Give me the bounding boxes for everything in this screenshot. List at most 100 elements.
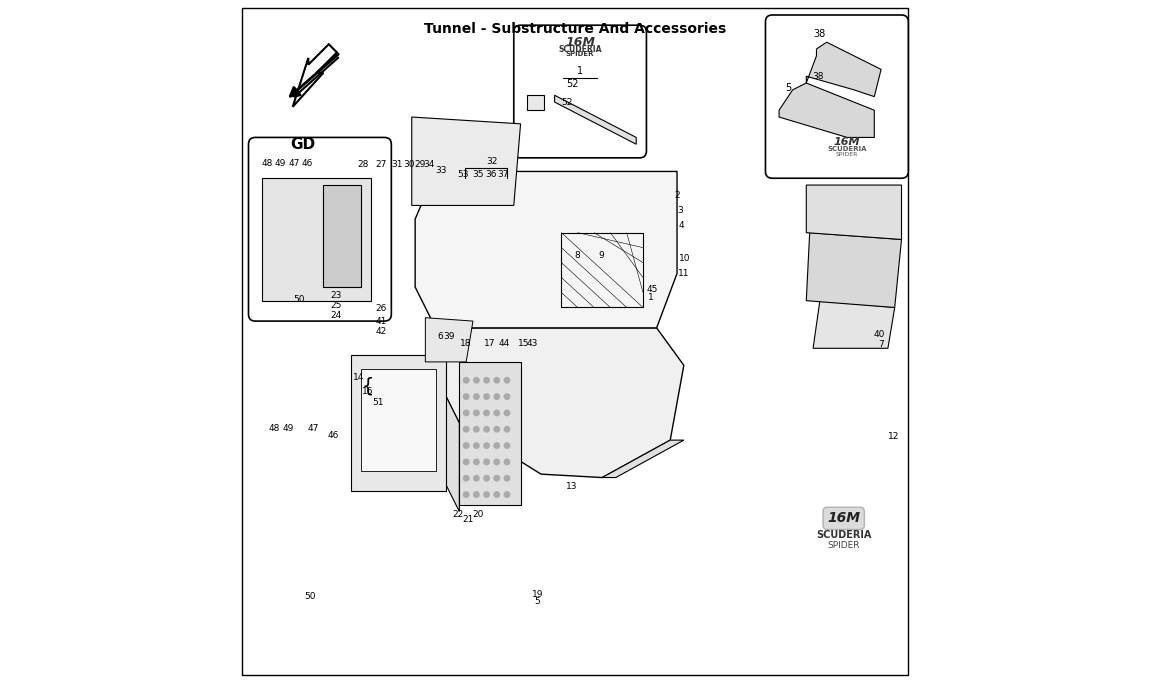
- Polygon shape: [323, 185, 361, 287]
- Text: 44: 44: [499, 339, 509, 348]
- Circle shape: [484, 492, 489, 497]
- Circle shape: [484, 475, 489, 481]
- Circle shape: [494, 492, 499, 497]
- Text: 43: 43: [527, 339, 538, 348]
- FancyBboxPatch shape: [248, 137, 391, 321]
- Circle shape: [474, 475, 480, 481]
- Text: 47: 47: [289, 159, 300, 168]
- Text: 25: 25: [330, 301, 342, 310]
- Text: 14: 14: [353, 373, 365, 382]
- Polygon shape: [813, 301, 895, 348]
- Text: 5: 5: [785, 83, 791, 94]
- Polygon shape: [528, 95, 544, 110]
- Text: GD: GD: [290, 137, 315, 152]
- Polygon shape: [361, 369, 436, 471]
- Text: 36: 36: [485, 170, 497, 180]
- Text: 8: 8: [574, 251, 580, 260]
- Circle shape: [463, 378, 469, 383]
- Text: 37: 37: [497, 170, 508, 180]
- Circle shape: [494, 475, 499, 481]
- Circle shape: [463, 475, 469, 481]
- Text: 38: 38: [813, 72, 825, 81]
- Polygon shape: [459, 362, 521, 505]
- Circle shape: [463, 492, 469, 497]
- Text: 2: 2: [674, 191, 680, 199]
- Text: 48: 48: [269, 424, 281, 433]
- Text: SPIDER: SPIDER: [828, 541, 860, 550]
- Text: 26: 26: [375, 305, 386, 313]
- Polygon shape: [262, 178, 371, 301]
- Circle shape: [484, 459, 489, 464]
- Text: 16M: 16M: [565, 36, 595, 48]
- Text: SCUDERIA: SCUDERIA: [816, 531, 872, 540]
- Text: 20: 20: [472, 510, 483, 520]
- Text: 19: 19: [531, 590, 543, 599]
- Polygon shape: [806, 233, 902, 307]
- Circle shape: [474, 426, 480, 432]
- Circle shape: [484, 394, 489, 400]
- FancyBboxPatch shape: [514, 25, 646, 158]
- Polygon shape: [554, 95, 636, 144]
- Polygon shape: [436, 328, 684, 477]
- Text: 29: 29: [414, 160, 426, 169]
- Circle shape: [463, 459, 469, 464]
- Text: 52: 52: [566, 79, 578, 89]
- Circle shape: [463, 443, 469, 448]
- Polygon shape: [806, 42, 881, 96]
- Text: 21: 21: [462, 515, 474, 525]
- Text: 16M: 16M: [827, 512, 860, 525]
- Text: 11: 11: [678, 269, 690, 278]
- Text: 30: 30: [404, 160, 415, 169]
- Text: 18: 18: [460, 339, 471, 348]
- Circle shape: [474, 410, 480, 416]
- Polygon shape: [806, 185, 902, 240]
- Circle shape: [474, 378, 480, 383]
- Text: 50: 50: [293, 295, 305, 304]
- Circle shape: [494, 378, 499, 383]
- Text: 10: 10: [680, 254, 691, 263]
- Polygon shape: [415, 171, 677, 328]
- Circle shape: [484, 443, 489, 448]
- Text: 45: 45: [646, 285, 658, 294]
- Circle shape: [484, 378, 489, 383]
- Text: 50: 50: [304, 592, 315, 601]
- Text: 33: 33: [435, 165, 446, 175]
- Circle shape: [504, 410, 509, 416]
- Text: 1: 1: [649, 293, 654, 302]
- Text: 5: 5: [535, 597, 540, 606]
- Circle shape: [494, 443, 499, 448]
- Circle shape: [504, 459, 509, 464]
- Polygon shape: [351, 355, 446, 491]
- Text: 35: 35: [472, 170, 483, 180]
- Polygon shape: [436, 376, 459, 512]
- Circle shape: [474, 492, 480, 497]
- Text: 39: 39: [444, 332, 455, 342]
- Polygon shape: [603, 440, 684, 477]
- Text: 31: 31: [391, 160, 402, 169]
- Text: 22: 22: [452, 510, 463, 520]
- Circle shape: [494, 426, 499, 432]
- Circle shape: [504, 378, 509, 383]
- Text: 38: 38: [814, 29, 826, 39]
- Circle shape: [484, 426, 489, 432]
- Text: 1: 1: [577, 66, 583, 76]
- Text: Tunnel - Substructure And Accessories: Tunnel - Substructure And Accessories: [424, 22, 726, 36]
- Text: SPIDER: SPIDER: [566, 51, 595, 57]
- Polygon shape: [412, 117, 521, 206]
- Text: 4: 4: [678, 221, 684, 230]
- Text: 52: 52: [561, 98, 573, 107]
- Text: 53: 53: [458, 170, 469, 180]
- Text: 51: 51: [371, 398, 383, 407]
- Circle shape: [474, 394, 480, 400]
- Text: 16: 16: [362, 387, 374, 395]
- Text: SPIDER: SPIDER: [836, 152, 858, 157]
- Text: SCUDERIA: SCUDERIA: [827, 146, 867, 152]
- Text: 17: 17: [483, 339, 494, 348]
- Text: 9: 9: [598, 251, 604, 260]
- Text: 41: 41: [375, 317, 386, 326]
- Text: 48: 48: [261, 159, 273, 168]
- Polygon shape: [426, 318, 473, 362]
- Circle shape: [494, 394, 499, 400]
- Text: 24: 24: [330, 311, 342, 320]
- Circle shape: [504, 394, 509, 400]
